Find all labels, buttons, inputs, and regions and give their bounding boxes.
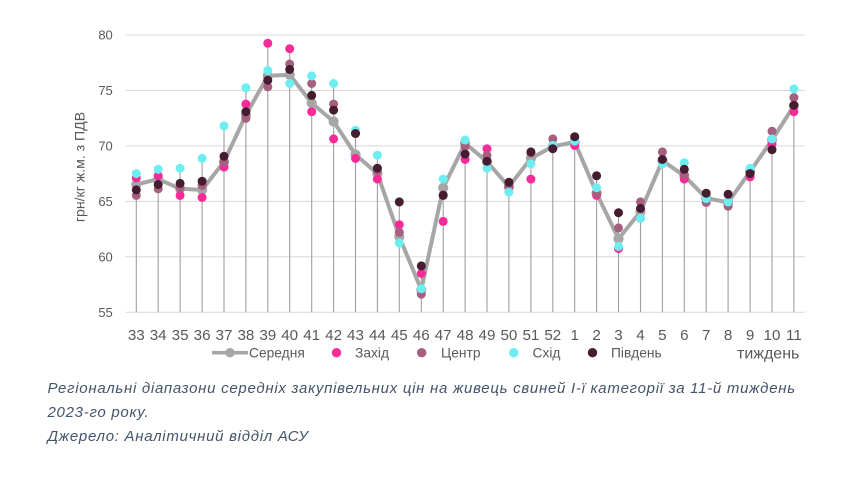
- svg-text:70: 70: [98, 139, 112, 154]
- svg-text:48: 48: [457, 327, 474, 344]
- svg-text:11: 11: [786, 327, 802, 344]
- svg-text:6: 6: [680, 327, 688, 344]
- svg-text:8: 8: [724, 327, 732, 344]
- svg-text:36: 36: [194, 327, 211, 344]
- svg-text:46: 46: [413, 327, 430, 344]
- svg-text:33: 33: [128, 327, 145, 344]
- svg-text:52: 52: [544, 327, 561, 344]
- svg-text:49: 49: [479, 327, 496, 344]
- svg-text:41: 41: [303, 327, 320, 344]
- svg-text:9: 9: [746, 327, 754, 344]
- svg-text:4: 4: [636, 327, 644, 344]
- svg-text:10: 10: [764, 327, 781, 344]
- svg-text:1: 1: [570, 327, 578, 344]
- svg-text:7: 7: [702, 327, 710, 344]
- svg-text:45: 45: [391, 327, 408, 344]
- svg-text:3: 3: [614, 327, 622, 344]
- svg-text:34: 34: [150, 327, 167, 344]
- svg-text:65: 65: [98, 194, 112, 209]
- svg-text:51: 51: [522, 327, 539, 344]
- svg-text:Схід: Схід: [533, 345, 561, 360]
- svg-text:35: 35: [172, 327, 189, 344]
- svg-text:тиждень: тиждень: [737, 346, 799, 363]
- svg-text:43: 43: [347, 327, 364, 344]
- svg-text:39: 39: [259, 327, 276, 344]
- svg-text:50: 50: [500, 327, 517, 344]
- svg-text:Середня: Середня: [249, 345, 305, 360]
- svg-text:42: 42: [325, 327, 342, 344]
- svg-text:60: 60: [98, 250, 112, 265]
- svg-text:2: 2: [592, 327, 600, 344]
- svg-text:Центр: Центр: [441, 345, 481, 360]
- svg-text:38: 38: [237, 327, 254, 344]
- svg-text:Захід: Захід: [355, 345, 389, 360]
- svg-text:грн/кг ж.м. з ПДВ: грн/кг ж.м. з ПДВ: [71, 112, 87, 222]
- svg-text:Південь: Південь: [611, 345, 662, 360]
- svg-text:5: 5: [658, 327, 666, 344]
- svg-text:80: 80: [98, 28, 112, 43]
- svg-text:40: 40: [281, 327, 298, 344]
- svg-text:44: 44: [369, 327, 386, 344]
- svg-text:37: 37: [216, 327, 233, 344]
- svg-text:47: 47: [435, 327, 452, 344]
- svg-text:55: 55: [98, 305, 112, 320]
- svg-text:75: 75: [98, 83, 112, 98]
